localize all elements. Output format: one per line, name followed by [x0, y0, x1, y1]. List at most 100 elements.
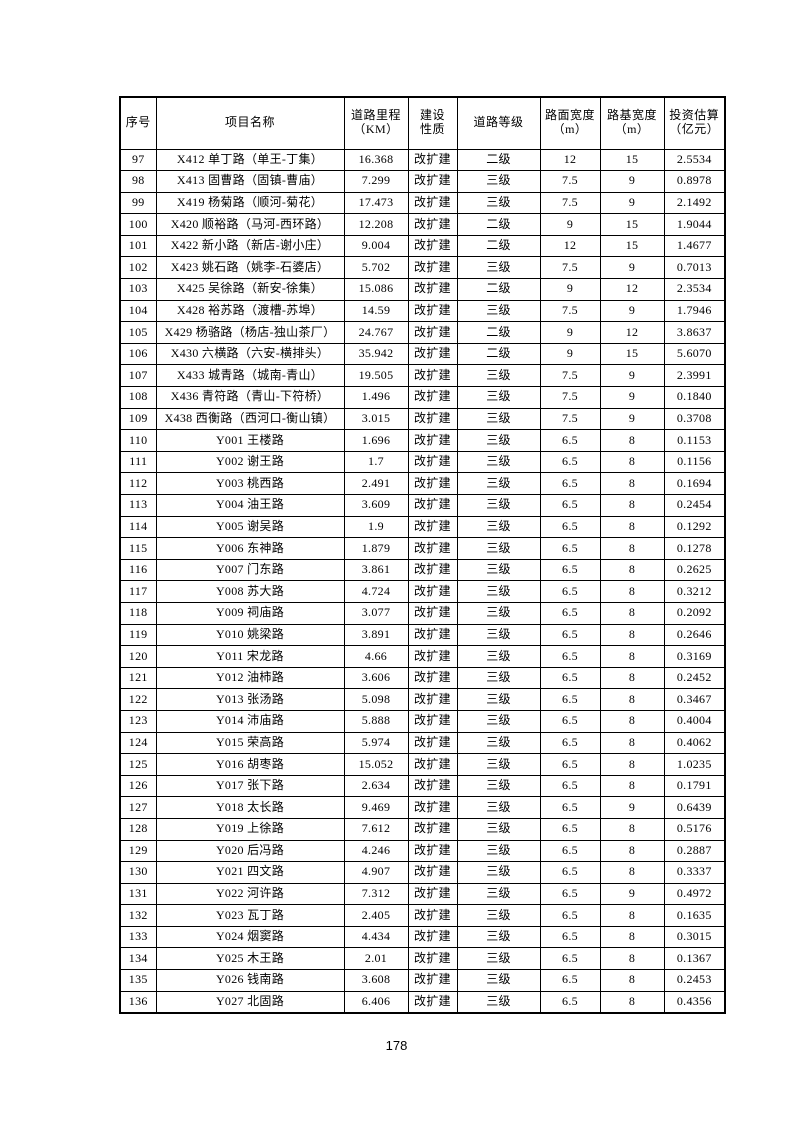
cell-project-name: Y003 桃西路: [155, 472, 345, 495]
table-row: 117 Y008 苏大路 4.724 改扩建 三级 6.5 8 0.3212: [119, 580, 726, 603]
cell-project-name: Y005 谢吴路: [155, 515, 345, 539]
cell-investment-estimate: 2.1492: [663, 191, 726, 215]
cell-project-name: Y014 沛庙路: [155, 709, 345, 733]
cell-project-name: Y023 瓦丁路: [155, 904, 345, 927]
cell-investment-estimate: 1.0235: [663, 753, 726, 776]
cell-mileage-km: 1.9: [343, 515, 409, 539]
cell-pavement-width: 7.5: [539, 386, 601, 409]
table-row: 130 Y021 四文路 4.907 改扩建 三级 6.5 8 0.3337: [119, 861, 726, 884]
cell-investment-estimate: 0.2646: [663, 623, 726, 647]
cell-construction-nature: 改扩建: [407, 774, 458, 798]
cell-road-grade: 三级: [456, 990, 541, 1014]
cell-road-grade: 三级: [456, 623, 541, 647]
cell-roadbed-width: 15: [599, 213, 665, 236]
cell-roadbed-width: 8: [599, 558, 665, 582]
cell-pavement-width: 9: [539, 278, 601, 301]
cell-road-grade: 三级: [456, 839, 541, 863]
table-header: 序号 项目名称 道路里程 （KM） 建设 性质 道路等级: [119, 96, 726, 150]
table-row: 121 Y012 油柿路 3.606 改扩建 三级 6.5 8 0.2452: [119, 666, 726, 690]
header-investment-estimate: 投资估算 （亿元）: [663, 96, 726, 150]
cell-road-grade: 三级: [456, 774, 541, 798]
cell-pavement-width: 7.5: [539, 191, 601, 215]
cell-pavement-width: 12: [539, 148, 601, 172]
cell-index: 107: [119, 364, 157, 388]
cell-construction-nature: 改扩建: [407, 386, 458, 409]
cell-mileage-km: 5.098: [343, 688, 409, 711]
cell-construction-nature: 改扩建: [407, 925, 458, 949]
cell-road-grade: 二级: [456, 321, 541, 344]
cell-roadbed-width: 8: [599, 688, 665, 711]
header-project-name: 项目名称: [155, 96, 345, 150]
cell-pavement-width: 6.5: [539, 861, 601, 884]
cell-project-name: X412 单丁路（单王-丁集）: [155, 148, 345, 172]
cell-road-grade: 三级: [456, 558, 541, 582]
cell-index: 132: [119, 904, 157, 927]
cell-investment-estimate: 0.7013: [663, 256, 726, 280]
cell-pavement-width: 6.5: [539, 904, 601, 927]
cell-pavement-width: 6.5: [539, 882, 601, 906]
cell-road-grade: 二级: [456, 213, 541, 236]
cell-construction-nature: 改扩建: [407, 364, 458, 388]
header-roadbed-width-unit: （m）: [614, 122, 650, 137]
cell-mileage-km: 19.505: [343, 364, 409, 388]
cell-road-grade: 三级: [456, 709, 541, 733]
cell-pavement-width: 6.5: [539, 623, 601, 647]
header-row: 序号 项目名称 道路里程 （KM） 建设 性质 道路等级: [119, 96, 726, 150]
cell-construction-nature: 改扩建: [407, 861, 458, 884]
cell-mileage-km: 7.299: [343, 170, 409, 193]
cell-mileage-km: 3.861: [343, 558, 409, 582]
cell-roadbed-width: 9: [599, 299, 665, 323]
table-row: 98 X413 固曹路（固镇-曹庙） 7.299 改扩建 三级 7.5 9 0.8978: [119, 170, 726, 193]
cell-road-grade: 三级: [456, 817, 541, 841]
cell-project-name: Y010 姚梁路: [155, 623, 345, 647]
header-road-grade: 道路等级: [456, 96, 541, 150]
cell-index: 117: [119, 580, 157, 603]
cell-mileage-km: 9.469: [343, 796, 409, 819]
cell-project-name: X428 裕苏路（渡槽-苏埠）: [155, 299, 345, 323]
cell-index: 126: [119, 774, 157, 798]
table-row: 135 Y026 钱南路 3.608 改扩建 三级 6.5 8 0.2453: [119, 969, 726, 992]
cell-index: 134: [119, 947, 157, 971]
cell-road-grade: 三级: [456, 494, 541, 517]
cell-pavement-width: 6.5: [539, 925, 601, 949]
header-roadbed-width: 路基宽度 （m）: [599, 96, 665, 150]
cell-investment-estimate: 0.4972: [663, 882, 726, 906]
cell-mileage-km: 5.888: [343, 709, 409, 733]
cell-construction-nature: 改扩建: [407, 969, 458, 992]
cell-index: 105: [119, 321, 157, 344]
table-row: 128 Y019 上徐路 7.612 改扩建 三级 6.5 8 0.5176: [119, 817, 726, 841]
cell-index: 129: [119, 839, 157, 863]
cell-mileage-km: 16.368: [343, 148, 409, 172]
cell-project-name: Y011 宋龙路: [155, 645, 345, 668]
cell-project-name: Y022 河许路: [155, 882, 345, 906]
cell-index: 116: [119, 558, 157, 582]
cell-mileage-km: 17.473: [343, 191, 409, 215]
cell-construction-nature: 改扩建: [407, 817, 458, 841]
cell-pavement-width: 12: [539, 234, 601, 258]
cell-pavement-width: 6.5: [539, 537, 601, 560]
page-number: 178: [385, 1038, 408, 1053]
cell-mileage-km: 4.434: [343, 925, 409, 949]
cell-mileage-km: 1.496: [343, 386, 409, 409]
table-row: 132 Y023 瓦丁路 2.405 改扩建 三级 6.5 8 0.1635: [119, 904, 726, 927]
cell-construction-nature: 改扩建: [407, 170, 458, 193]
cell-pavement-width: 6.5: [539, 731, 601, 755]
cell-road-grade: 三级: [456, 666, 541, 690]
cell-project-name: X438 西衡路（西河口-衡山镇）: [155, 407, 345, 431]
cell-roadbed-width: 9: [599, 796, 665, 819]
cell-road-grade: 三级: [456, 299, 541, 323]
cell-investment-estimate: 0.2625: [663, 558, 726, 582]
header-construction-nature: 建设 性质: [407, 96, 458, 150]
cell-mileage-km: 15.086: [343, 278, 409, 301]
cell-road-grade: 三级: [456, 947, 541, 971]
cell-index: 120: [119, 645, 157, 668]
cell-roadbed-width: 8: [599, 969, 665, 992]
cell-project-name: X422 新小路（新店-谢小庄）: [155, 234, 345, 258]
table-row: 125 Y016 胡枣路 15.052 改扩建 三级 6.5 8 1.0235: [119, 753, 726, 776]
header-mileage-unit: （KM）: [353, 122, 399, 137]
cell-investment-estimate: 0.3169: [663, 645, 726, 668]
cell-pavement-width: 7.5: [539, 407, 601, 431]
cell-roadbed-width: 8: [599, 494, 665, 517]
cell-roadbed-width: 8: [599, 947, 665, 971]
cell-construction-nature: 改扩建: [407, 623, 458, 647]
